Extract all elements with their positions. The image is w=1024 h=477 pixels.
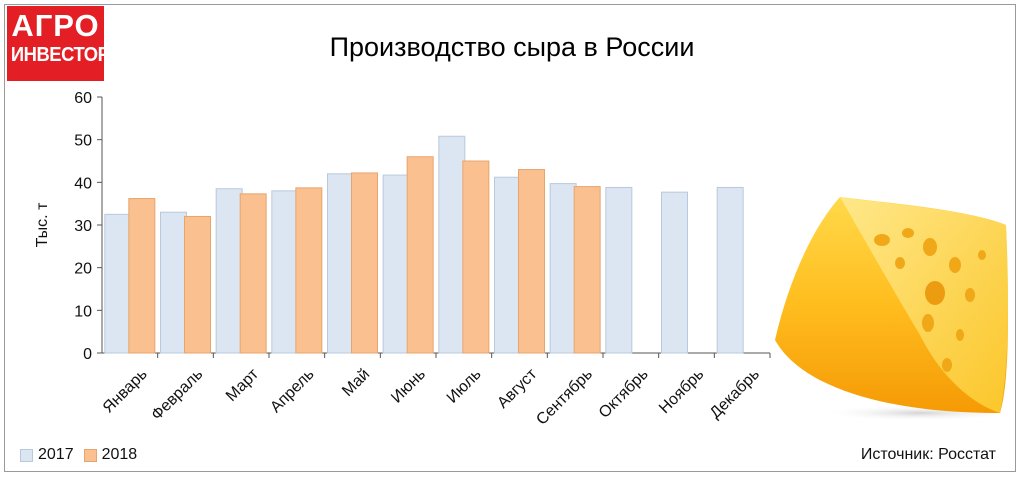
y-tick-label: 30: [74, 218, 92, 235]
x-tick-label: Июль: [444, 366, 485, 407]
bar-2017-Июль: [438, 135, 466, 354]
bar-2017-Октябрь: [605, 186, 633, 354]
legend-item-2017: 2017: [20, 446, 74, 464]
y-tick-label: 40: [74, 175, 92, 192]
logo-line-1: АГРО: [11, 8, 100, 43]
x-tick-label: Апрель: [267, 366, 317, 416]
bar-2018-Май: [351, 172, 378, 354]
x-tick-label: Ноябрь: [656, 366, 707, 417]
bar-2017-Февраль: [160, 211, 187, 354]
y-tick-label: 0: [83, 346, 92, 363]
legend-label-2017: 2017: [38, 446, 74, 463]
source-note: Источник: Росстат: [860, 446, 996, 463]
legend-swatch-2018: [83, 448, 97, 462]
y-tick-label: 10: [74, 303, 92, 320]
bar-2018-Июль: [462, 160, 490, 354]
bar-2017-Декабрь: [716, 186, 744, 354]
bar-2018-Август: [518, 169, 545, 354]
bar-2018-Апрель: [295, 187, 323, 354]
logo-line-2: ИНВЕСТОР: [10, 44, 110, 66]
bar-2018-Июнь: [406, 156, 434, 354]
legend-item-2018: 2018: [83, 446, 138, 464]
legend: 2017 2018: [20, 446, 147, 464]
legend-label-2018: 2018: [101, 446, 138, 463]
bar-2018-Февраль: [184, 215, 211, 354]
x-tick-label: Май: [339, 366, 373, 400]
bar-2017-Март: [215, 188, 243, 354]
x-tick-label: Октябрь: [596, 366, 652, 422]
bar-2018-Сентябрь: [573, 186, 601, 354]
y-axis-label: Тыс. т: [34, 202, 51, 247]
bar-2017-Апрель: [271, 190, 299, 354]
bar-2017-Июнь: [382, 174, 410, 354]
bar-2017-Сентябрь: [549, 183, 577, 354]
x-tick-label: Декабрь: [707, 366, 763, 422]
y-tick-label: 20: [74, 261, 92, 278]
bar-2017-Август: [494, 176, 521, 354]
x-tick-label: Февраль: [148, 366, 206, 424]
legend-swatch-2017: [20, 448, 33, 462]
x-tick-label: Март: [223, 365, 263, 405]
bar-2017-Ноябрь: [661, 191, 688, 354]
x-tick-label: Сентябрь: [533, 366, 596, 429]
y-tick-label: 60: [74, 90, 92, 107]
x-tick-label: Июнь: [388, 366, 429, 407]
y-tick-label: 50: [74, 133, 92, 150]
x-tick-label: Август: [494, 365, 541, 412]
bar-2018-Январь: [128, 198, 156, 354]
bar-2017-Январь: [104, 213, 132, 354]
bar-2018-Март: [239, 193, 267, 354]
x-tick-label: Январь: [100, 366, 151, 417]
cheese-icon: [775, 197, 1015, 420]
agroinvestor-logo: АГРО ИНВЕСТОР: [7, 6, 110, 81]
chart-title: Производство сыра в России: [329, 32, 695, 62]
bar-2017-Май: [327, 173, 354, 354]
